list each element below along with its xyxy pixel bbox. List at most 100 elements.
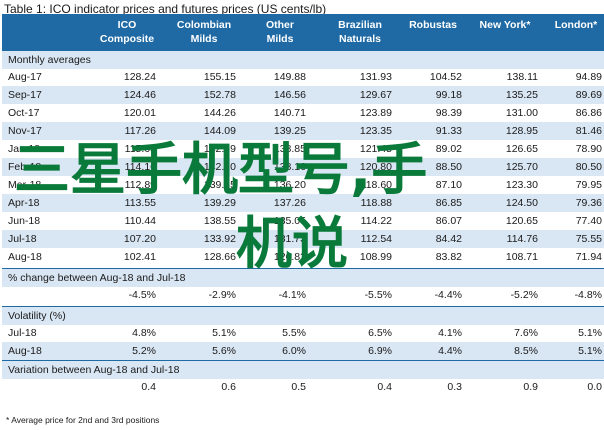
section-monthly-averages: Monthly averages xyxy=(2,50,604,69)
table-cell: 144.26 xyxy=(203,107,236,119)
table-cell: 123.30 xyxy=(505,179,538,191)
table-row: -4.5% -2.9% -4.1% -5.5% -4.4% -5.2% -4.8% xyxy=(2,286,604,304)
row-label: Feb-18 xyxy=(8,161,42,173)
table-cell: 131.00 xyxy=(505,107,538,119)
table-cell: 99.18 xyxy=(435,89,462,101)
table-cell: 79.36 xyxy=(575,197,602,209)
table-cell: 110.44 xyxy=(124,215,156,227)
table-cell: 0.9 xyxy=(523,381,538,393)
table-cell: 0.6 xyxy=(221,381,236,393)
table-row: Jul-18 107.20 133.92 131.73 112.54 84.42 114.7… xyxy=(2,230,604,248)
table-cell: 80.50 xyxy=(575,161,602,173)
table-cell: 125.70 xyxy=(505,161,538,173)
table-cell: 84.42 xyxy=(435,233,462,245)
table-cell: -4.5% xyxy=(128,289,156,301)
table-cell: 5.1% xyxy=(212,327,236,339)
table-cell: 114.76 xyxy=(506,233,538,245)
table-row: Oct-17 120.01 144.26 140.71 123.89 98.39 131.0… xyxy=(2,104,604,122)
table-cell: 86.07 xyxy=(435,215,462,227)
table-cell: 108.99 xyxy=(359,251,392,263)
table-cell: 126.82 xyxy=(273,251,306,263)
row-label: Mar-18 xyxy=(8,179,42,191)
table-cell: 155.15 xyxy=(203,71,236,83)
table-cell: -5.2% xyxy=(510,289,538,301)
table-cell: 135.05 xyxy=(273,215,306,227)
section-label: Monthly averages xyxy=(8,54,91,66)
watermark-line-2: 机说 xyxy=(236,212,348,277)
table-cell: 139.25 xyxy=(273,125,306,137)
table-row: Aug-18 5.2% 5.6% 6.0% 6.9% 4.4% 8.5% 5.1% xyxy=(2,342,604,360)
table-cell: 7.6% xyxy=(514,327,538,339)
table-cell: 6.0% xyxy=(282,345,306,357)
table-cell: 8.5% xyxy=(514,345,538,357)
table-cell: 114.22 xyxy=(360,215,392,227)
table-cell: -2.9% xyxy=(208,289,236,301)
table-cell: 146.56 xyxy=(273,89,306,101)
table-cell: 89.02 xyxy=(435,143,462,155)
table-cell: 4.4% xyxy=(438,345,462,357)
table-cell: 152.78 xyxy=(203,89,236,101)
table-row: Sep-17 124.46 152.78 146.56 129.67 99.18 135.2… xyxy=(2,86,604,104)
table-cell: 137.26 xyxy=(273,197,306,209)
table-cell: 107.20 xyxy=(123,233,156,245)
row-label: Jul-18 xyxy=(8,327,37,339)
row-label: Aug-17 xyxy=(8,71,42,83)
table-cell: 0.4 xyxy=(141,381,156,393)
row-label: Sep-17 xyxy=(8,89,42,101)
table-cell: 79.95 xyxy=(575,179,602,191)
table-cell: 98.39 xyxy=(435,107,462,119)
table-cell: 118.88 xyxy=(360,197,392,209)
col-header-robustas: Robustas xyxy=(409,19,457,31)
table-row: Jan-18 115.05 142.59 138.85 121.45 89.02 126.6… xyxy=(2,140,604,158)
table-cell: 5.2% xyxy=(132,345,156,357)
section-label: % change between Aug-18 and Jul-18 xyxy=(8,272,186,284)
table-cell: 124.50 xyxy=(505,197,538,209)
col-header-ico-composite: ICO Composite xyxy=(99,19,155,45)
table-cell: 117.26 xyxy=(124,125,156,137)
table-cell: 142.59 xyxy=(203,143,236,155)
row-label: Aug-18 xyxy=(8,345,42,357)
table-cell: 131.93 xyxy=(359,71,392,83)
table-cell: 115.05 xyxy=(124,143,156,155)
table-row: Feb-18 114.16 142.10 138.16 120.80 88.50 125.7… xyxy=(2,158,604,176)
table-cell: 75.55 xyxy=(575,233,602,245)
table-cell: 114.16 xyxy=(124,161,156,173)
table-cell: 139.29 xyxy=(203,197,236,209)
table-cell: 108.71 xyxy=(505,251,538,263)
table-cell: -4.4% xyxy=(434,289,462,301)
section-label: Variation between Aug-18 and Jul-18 xyxy=(8,364,180,376)
table-cell: 5.5% xyxy=(282,327,306,339)
table-cell: 128.24 xyxy=(123,71,156,83)
footnote: * Average price for 2nd and 3rd position… xyxy=(6,415,160,425)
table-cell: 94.89 xyxy=(575,71,602,83)
row-label: Apr-18 xyxy=(8,197,40,209)
table-cell: 139.85 xyxy=(203,179,236,191)
table-cell: 4.1% xyxy=(438,327,462,339)
table-cell: 149.88 xyxy=(273,71,306,83)
table-cell: 0.0 xyxy=(587,381,602,393)
table-row: Jun-18 110.44 138.55 135.05 114.22 86.07 120.6… xyxy=(2,212,604,230)
col-header-brazilian-naturals: Brazilian Naturals xyxy=(338,19,382,45)
table-cell: 5.6% xyxy=(212,345,236,357)
section-variation: Variation between Aug-18 and Jul-18 xyxy=(2,360,604,379)
table-cell: 0.3 xyxy=(447,381,462,393)
table-cell: 120.01 xyxy=(123,107,156,119)
table-row: Jul-18 4.8% 5.1% 5.5% 6.5% 4.1% 7.6% 5.1% xyxy=(2,324,604,342)
col-header-new-york: New York* xyxy=(479,19,531,31)
table-cell: 83.82 xyxy=(435,251,462,263)
table-row: Nov-17 117.26 144.09 139.25 123.35 91.33 128.9… xyxy=(2,122,604,140)
table-cell: 4.8% xyxy=(132,327,156,339)
table-cell: 87.10 xyxy=(435,179,462,191)
table-cell: 128.66 xyxy=(203,251,236,263)
table-cell: 120.80 xyxy=(359,161,392,173)
table-cell: 86.85 xyxy=(435,197,462,209)
table-header: ICO Composite Colombian Milds Other Milds B… xyxy=(2,14,604,50)
table-cell: 86.86 xyxy=(575,107,602,119)
table-cell: 0.5 xyxy=(291,381,306,393)
table-cell: 121.45 xyxy=(359,143,392,155)
table-cell: 77.40 xyxy=(575,215,602,227)
table-cell: 5.1% xyxy=(578,327,602,339)
table-cell: 124.46 xyxy=(123,89,156,101)
watermark-line-1: 三星手机型号,手 xyxy=(14,138,428,203)
table-cell: 136.20 xyxy=(273,179,306,191)
